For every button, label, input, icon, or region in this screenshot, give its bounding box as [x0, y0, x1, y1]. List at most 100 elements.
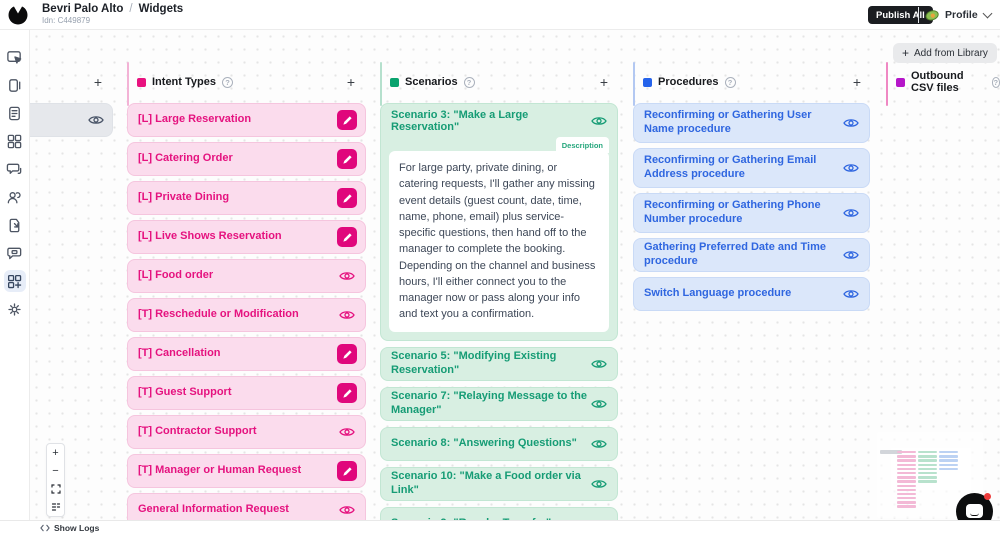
- chat-messenger-button[interactable]: [956, 493, 993, 520]
- scenarios-color-square: [390, 77, 399, 87]
- intent-card[interactable]: [L] Large Reservation: [127, 103, 366, 137]
- add-from-library-button[interactable]: + Add from Library: [893, 43, 997, 63]
- minimap-procedure-stripes: [939, 451, 958, 510]
- intent-column-divider: [127, 62, 129, 106]
- view-eye-button[interactable]: [337, 266, 357, 286]
- offscreen-widget-card[interactable]: [30, 103, 113, 137]
- view-eye-button[interactable]: [841, 203, 861, 223]
- view-eye-button[interactable]: [337, 305, 357, 325]
- sidebar-item-knowledge[interactable]: [4, 102, 26, 124]
- sidebar-item-conversations[interactable]: [4, 158, 26, 180]
- intent-card[interactable]: [T] Manager or Human Request: [127, 454, 366, 488]
- scenario-description-text: For large party, private dining, or cate…: [399, 162, 596, 321]
- intent-card[interactable]: [T] Reschedule or Modification: [127, 298, 366, 332]
- edit-pencil-button[interactable]: [337, 188, 357, 208]
- intent-card[interactable]: [T] Guest Support: [127, 376, 366, 410]
- scenarios-column-divider: [380, 62, 382, 106]
- scenario-card[interactable]: Scenario 9: "Regular Transfer": [380, 506, 618, 520]
- view-eye-button[interactable]: [841, 158, 861, 178]
- view-eye-button[interactable]: [589, 434, 609, 454]
- sidebar-item-message-templates[interactable]: [4, 242, 26, 264]
- procedure-card[interactable]: Reconfirming or Gathering Phone Number p…: [633, 193, 870, 233]
- minimap-scenario-stripes: [918, 451, 937, 510]
- view-eye-button[interactable]: [589, 354, 609, 374]
- outbound-csv-color-square: [896, 77, 905, 87]
- fit-view-button[interactable]: [47, 480, 64, 498]
- minimap-intent-stripes: [897, 451, 916, 510]
- view-eye-button[interactable]: [589, 474, 609, 494]
- edit-pencil-button[interactable]: [337, 383, 357, 403]
- canvas-zoom-controls: + −: [46, 443, 65, 517]
- view-eye-button[interactable]: [841, 245, 861, 265]
- sidebar-item-browser[interactable]: [4, 46, 26, 68]
- sidebar-item-export[interactable]: [4, 214, 26, 236]
- code-icon: [40, 524, 50, 531]
- scenarios-column: Scenario 3: "Make a Large Reservation" D…: [380, 103, 618, 520]
- profile-menu[interactable]: Profile: [925, 4, 993, 26]
- add-procedure-button[interactable]: +: [852, 74, 862, 90]
- intent-card[interactable]: [L] Catering Order: [127, 142, 366, 176]
- scenario-card[interactable]: Scenario 10: "Make a Food order via Link…: [380, 466, 618, 501]
- sidebar-item-contacts[interactable]: [4, 186, 26, 208]
- add-hidden-column-item-button[interactable]: +: [93, 74, 103, 90]
- breadcrumb-separator: /: [129, 3, 133, 15]
- zoom-in-button[interactable]: +: [47, 444, 64, 462]
- intent-card[interactable]: [T] Contractor Support: [127, 415, 366, 449]
- view-eye-button[interactable]: [589, 111, 609, 131]
- view-eye-button[interactable]: [589, 394, 609, 414]
- edit-pencil-button[interactable]: [337, 461, 357, 481]
- scenario-card[interactable]: Scenario 5: "Modifying Existing Reservat…: [380, 346, 618, 381]
- sidebar-item-widgets[interactable]: [3, 270, 26, 292]
- procedures-column: Reconfirming or Gathering User Name proc…: [633, 103, 870, 311]
- layout-button[interactable]: [47, 498, 64, 516]
- add-scenario-button[interactable]: +: [599, 74, 609, 90]
- app-header: Bevri Palo Alto / Widgets Idn: C449879 P…: [0, 0, 1000, 30]
- view-eye-button[interactable]: [337, 500, 357, 520]
- procedures-color-square: [643, 77, 652, 87]
- intent-card[interactable]: [L] Food order: [127, 259, 366, 293]
- procedure-card[interactable]: Gathering Preferred Date and Time proced…: [633, 238, 870, 272]
- scenario-card[interactable]: Scenario 7: "Relaying Message to the Man…: [380, 386, 618, 421]
- app-logo-icon: [8, 5, 28, 25]
- zoom-out-button[interactable]: −: [47, 462, 64, 480]
- breadcrumb-parent[interactable]: Bevri Palo Alto: [42, 3, 124, 15]
- avocado-icon: [925, 10, 939, 21]
- eye-icon[interactable]: [88, 114, 104, 126]
- intent-card[interactable]: [L] Private Dining: [127, 181, 366, 215]
- procedures-help-icon[interactable]: ?: [724, 76, 736, 88]
- outbound-column-divider: [886, 62, 888, 106]
- sidebar-item-dashboard[interactable]: [4, 130, 26, 152]
- intent-card[interactable]: General Information Request: [127, 493, 366, 520]
- edit-pencil-button[interactable]: [337, 344, 357, 364]
- widget-canvas[interactable]: + Add from Library + Intent Types ? + Sc…: [30, 30, 1000, 520]
- procedure-card[interactable]: Switch Language procedure: [633, 277, 870, 311]
- add-intent-type-button[interactable]: +: [346, 74, 356, 90]
- outbound-csv-help-icon[interactable]: ?: [991, 76, 1000, 88]
- view-eye-button[interactable]: [337, 422, 357, 442]
- procedures-column-divider: [633, 62, 635, 106]
- left-sidebar: [0, 30, 30, 520]
- scenario-card[interactable]: Scenario 8: "Answering Questions": [380, 426, 618, 461]
- breadcrumb-current: Widgets: [138, 3, 184, 15]
- sidebar-item-settings[interactable]: [4, 298, 26, 320]
- widget-id-label: Idn: C449879: [42, 16, 91, 25]
- scenario-card-expanded[interactable]: Scenario 3: "Make a Large Reservation" D…: [380, 103, 618, 341]
- intent-card[interactable]: [T] Cancellation: [127, 337, 366, 371]
- scenarios-help-icon[interactable]: ?: [463, 76, 475, 88]
- intent-types-help-icon[interactable]: ?: [221, 76, 233, 88]
- edit-pencil-button[interactable]: [337, 110, 357, 130]
- edit-pencil-button[interactable]: [337, 227, 357, 247]
- publish-all-button[interactable]: Publish All: [868, 6, 933, 24]
- view-eye-button[interactable]: [841, 284, 861, 304]
- sidebar-item-channels[interactable]: [4, 74, 26, 96]
- procedure-card[interactable]: Reconfirming or Gathering User Name proc…: [633, 103, 870, 143]
- show-logs-button[interactable]: Show Logs: [40, 523, 99, 533]
- intent-card[interactable]: [L] Live Shows Reservation: [127, 220, 366, 254]
- minimap-grey-bar: [880, 450, 902, 454]
- view-eye-button[interactable]: [841, 113, 861, 133]
- procedure-card[interactable]: Reconfirming or Gathering Email Address …: [633, 148, 870, 188]
- chevron-down-icon: [982, 8, 993, 19]
- intent-types-color-square: [137, 77, 146, 87]
- edit-pencil-button[interactable]: [337, 149, 357, 169]
- intent-types-column: [L] Large Reservation [L] Catering Order…: [127, 103, 366, 520]
